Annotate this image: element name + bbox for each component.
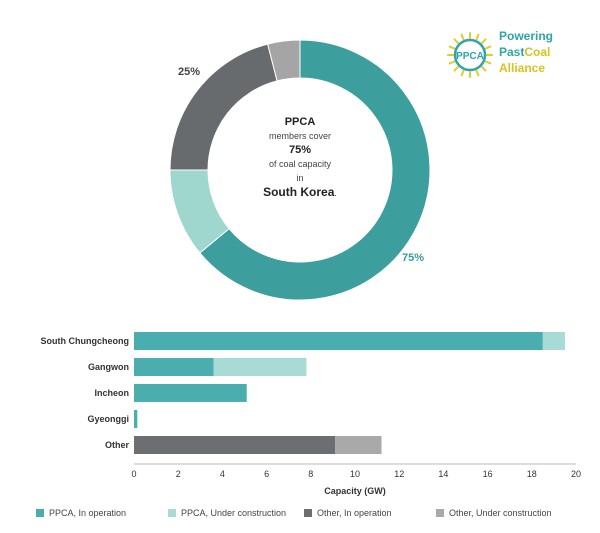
center-line-country: South Korea. (230, 185, 370, 200)
x-tick-7: 14 (438, 469, 448, 479)
bar-4-2 (134, 436, 336, 454)
category-label-3: Gyeonggi (87, 414, 129, 424)
logo-line-powering: Powering (499, 29, 554, 43)
logo-mark-text: PPCA (456, 51, 484, 62)
legend-label-2: Other, In operation (317, 508, 392, 518)
logo-line-alliance: Alliance (499, 61, 546, 75)
legend-label-0: PPCA, In operation (49, 508, 127, 518)
logo-ray (484, 60, 492, 65)
ppca-logo-mark: PPCA (447, 32, 493, 78)
logo-line-pastcoal: PastCoal (499, 44, 553, 60)
logo-word-coal: Coal (524, 45, 551, 59)
ppca-logo: PPCA Powering PastCoal Alliance (447, 24, 577, 84)
legend-item-3: Other, Under construction (436, 508, 552, 518)
legend-label-1: PPCA, Under construction (181, 508, 287, 518)
legend-swatch-2 (304, 509, 312, 517)
x-tick-2: 4 (220, 469, 225, 479)
donut-center-text: PPCA members cover 75% of coal capacity … (230, 115, 370, 200)
logo-wordmark: Powering PastCoal Alliance (499, 28, 553, 76)
logo-ray (448, 45, 456, 50)
bar-2-0 (134, 384, 247, 402)
logo-ray (475, 33, 480, 41)
donut-slice-1 (199, 39, 431, 301)
x-tick-4: 8 (308, 469, 313, 479)
x-tick-10: 20 (571, 469, 581, 479)
logo-ray (453, 66, 459, 72)
logo-sun-rays (447, 32, 493, 78)
center-line-capacity: of coal capacity (268, 159, 332, 169)
donut-other-share-label: 25% (178, 66, 201, 78)
x-axis-label: Capacity (GW) (324, 486, 386, 496)
logo-ray (481, 66, 487, 72)
center-line-in: in (296, 173, 304, 183)
center-country-suffix: . (334, 188, 337, 198)
donut-ppca-share-label: 75% (402, 252, 425, 264)
legend-label-3: Other, Under construction (449, 508, 552, 518)
center-country-name: South Korea (263, 185, 335, 199)
legend-item-1: PPCA, Under construction (168, 508, 286, 518)
x-tick-1: 2 (176, 469, 181, 479)
center-line-percent: 75% (288, 144, 312, 156)
logo-ray (484, 45, 492, 50)
category-label-2: Incheon (94, 388, 129, 398)
donut-slice-4 (267, 39, 301, 82)
capacity-bar-chart: South Chungcheong Gangwon Incheon Gyeonggi O… (41, 332, 581, 496)
category-label-1: Gangwon (88, 362, 129, 372)
logo-word-past: Past (499, 45, 525, 59)
donut-chart (169, 39, 431, 301)
chart-legend: PPCA, In operation PPCA, Under constructi… (36, 508, 596, 524)
legend-item-0: PPCA, In operation (36, 508, 126, 518)
x-tick-0: 0 (131, 469, 136, 479)
legend-item-2: Other, In operation (304, 508, 392, 518)
logo-ray (481, 38, 487, 44)
logo-ring (453, 38, 487, 72)
bar-0-1 (542, 332, 565, 350)
logo-ray (453, 38, 459, 44)
bar-4-3 (335, 436, 382, 454)
center-line-ppca: PPCA (284, 116, 316, 128)
legend-swatch-3 (436, 509, 444, 517)
x-tick-6: 12 (394, 469, 404, 479)
x-tick-3: 6 (264, 469, 269, 479)
bar-3-0 (134, 410, 138, 428)
bar-1-0 (134, 358, 214, 376)
category-label-4: Other (105, 440, 130, 450)
legend-swatch-0 (36, 509, 44, 517)
bar-0-0 (134, 332, 543, 350)
legend-swatch-1 (168, 509, 176, 517)
logo-ray (475, 69, 480, 77)
x-tick-5: 10 (350, 469, 360, 479)
x-tick-9: 18 (527, 469, 537, 479)
center-line-members: members cover (268, 131, 331, 141)
bar-1-1 (213, 358, 307, 376)
x-tick-8: 16 (483, 469, 493, 479)
category-label-0: South Chungcheong (41, 336, 129, 346)
logo-ray (460, 69, 465, 77)
logo-ray (460, 33, 465, 41)
logo-ray (448, 60, 456, 65)
